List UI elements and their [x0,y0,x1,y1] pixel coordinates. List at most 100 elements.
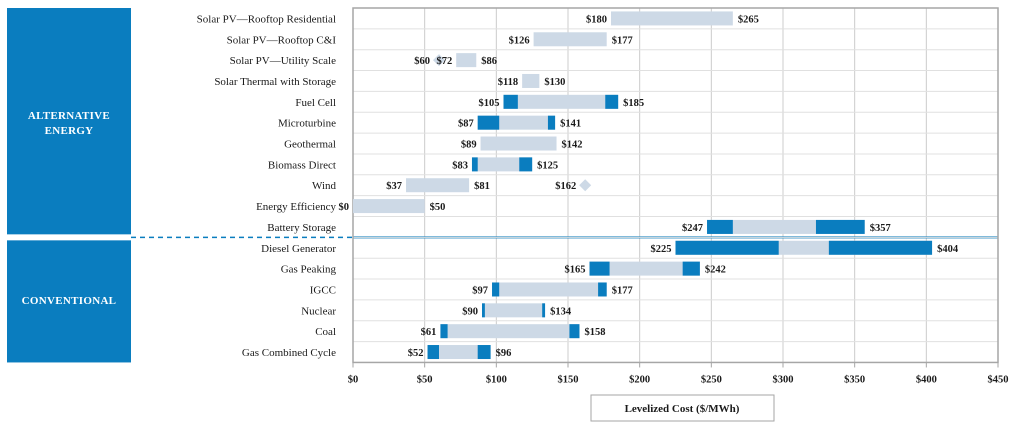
range-bar [589,261,700,276]
grid-lines [131,7,999,364]
highlight-segment [519,157,533,172]
range-bar [533,32,607,47]
low-value-label: $72 [436,56,452,67]
range-bar [480,136,557,151]
highlight-segment [503,94,518,109]
low-value-label: $180 [586,14,607,25]
low-value-label: $247 [682,223,703,234]
category-label: Energy Efficiency [256,201,336,213]
highlight-segment [589,261,610,276]
x-tick-label: $350 [844,374,865,385]
low-value-label: $105 [479,98,500,109]
low-value-label: $61 [421,327,437,338]
highlight-segment [482,303,485,318]
low-value-label: $89 [461,140,477,151]
highlight-segment [492,282,500,297]
range-bar [482,303,546,318]
highlight-segment [675,240,779,255]
high-value-label: $158 [584,327,605,338]
highlight-segment [427,345,439,360]
range-bar [427,345,491,360]
low-value-label: $0 [339,202,350,213]
highlight-segment [682,261,700,276]
marker-diamond [579,179,592,192]
marker-label: $162 [555,181,576,192]
high-value-label: $134 [550,306,572,317]
highlight-segment [471,157,478,172]
group-box [7,8,131,235]
high-value-label: $177 [612,285,633,296]
category-label: Geothermal [284,139,336,151]
highlight-segment [477,345,491,360]
high-value-label: $142 [562,140,583,151]
range-bar [522,73,540,88]
highlight-segment [547,115,556,130]
highlight-segment [815,219,865,234]
group-box [7,240,131,363]
x-axis-title-box: Levelized Cost ($/MWh) [590,394,775,422]
range-bar [440,324,580,339]
value-labels: $180 $265 $126 $177 $72 $86 $60 $118 $130 $105 $18… [339,14,959,359]
x-tick-label: $0 [348,374,359,385]
group-label: CONVENTIONAL [22,295,117,307]
group-boxes: ALTERNATIVE ENERGY CONVENTIONAL [7,8,131,363]
group-label: ENERGY [45,125,94,137]
marker-label: $60 [414,56,430,67]
highlight-segment [477,115,500,130]
high-value-label: $357 [870,223,891,234]
highlight-segment [828,240,933,255]
category-label: Solar PV—Utility Scale [230,55,336,67]
high-value-label: $141 [560,119,581,130]
range-bar [471,157,533,172]
high-value-label: $125 [537,160,558,171]
category-label: Solar Thermal with Storage [214,76,336,88]
category-label: Battery Storage [267,222,336,234]
category-label: Biomass Direct [268,159,336,171]
high-value-label: $50 [430,202,446,213]
high-value-label: $265 [738,14,759,25]
high-value-label: $404 [937,244,959,255]
range-bar [353,199,425,214]
x-tick-label: $50 [417,374,433,385]
range-bar [406,178,470,193]
highlight-segment [569,324,580,339]
high-value-label: $86 [481,56,497,67]
x-tick-label: $400 [916,374,937,385]
x-tick-label: $250 [701,374,722,385]
high-value-label: $177 [612,35,633,46]
x-tick-label: $150 [558,374,579,385]
category-label: Wind [312,180,336,192]
range-bars [353,11,933,360]
category-label: Gas Peaking [281,264,337,276]
x-axis-title: Levelized Cost ($/MWh) [625,403,740,415]
category-label: Solar PV—Rooftop Residential [197,13,336,25]
marker-diamond [433,54,445,67]
x-tick-label: $300 [773,374,794,385]
high-value-label: $242 [705,265,726,276]
category-label: Coal [315,326,336,338]
x-axis: $0 $50 $100 $150 $200 $250 $300 $350 $400 $450 [348,362,1009,385]
category-label: Nuclear [301,305,336,317]
category-label: Gas Combined Cycle [242,347,336,359]
highlight-segment [707,219,733,234]
range-bar [503,94,619,109]
range-bar [456,53,477,68]
range-bar [611,11,733,26]
category-label: IGCC [310,284,336,296]
category-label: Microturbine [278,118,336,130]
x-tick-label: $100 [486,374,507,385]
category-label: Fuel Cell [295,97,336,109]
category-label: Diesel Generator [261,243,336,255]
low-value-label: $83 [452,160,468,171]
low-value-label: $37 [386,181,402,192]
low-value-label: $225 [651,244,672,255]
range-bar [492,282,607,297]
low-value-label: $97 [472,285,488,296]
x-tick-label: $450 [988,374,1009,385]
low-value-label: $165 [565,265,586,276]
plot-frame [352,7,999,364]
group-label: ALTERNATIVE [28,110,110,122]
x-tick-label: $200 [629,374,650,385]
high-value-label: $96 [496,348,512,359]
